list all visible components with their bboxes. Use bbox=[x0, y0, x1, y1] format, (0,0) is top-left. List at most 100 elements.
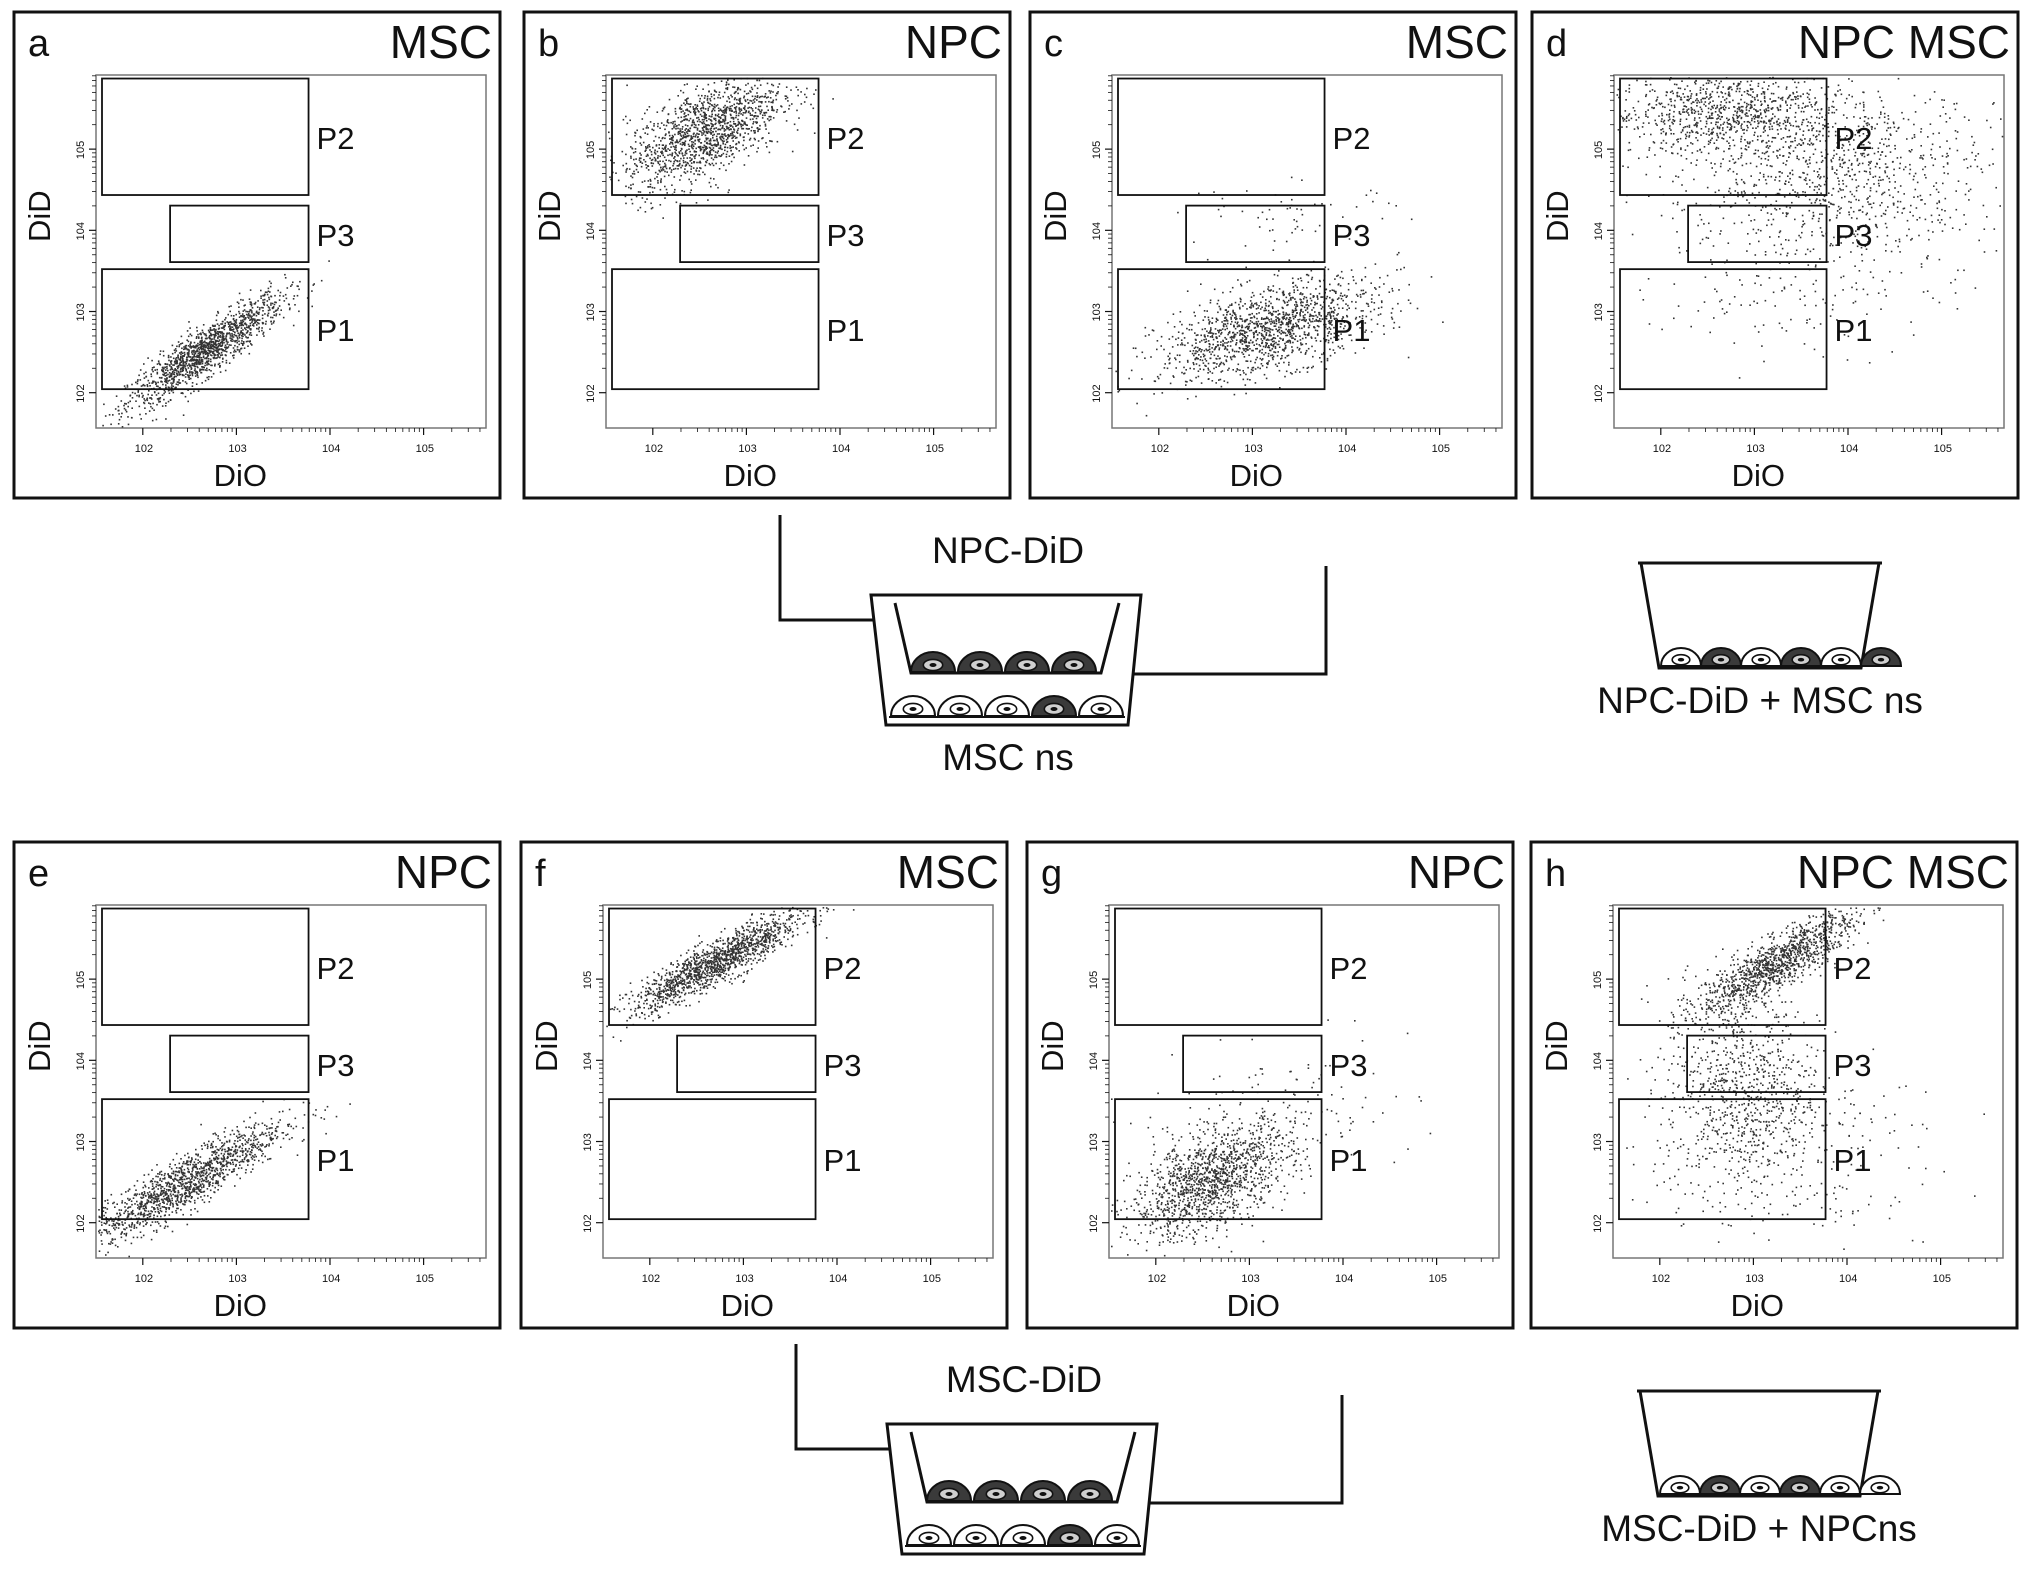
y-axis-label: DiD bbox=[529, 1020, 564, 1072]
x-tick-label: 102 bbox=[1653, 443, 1671, 455]
gate-p3 bbox=[1686, 1034, 1827, 1093]
panel-b: b NPC P2 P3 P1 102 103 104 105 102 103 104 105 DiO DiD bbox=[522, 10, 1012, 500]
y-tick-label: 105 bbox=[1593, 141, 1605, 159]
gate-label-p3: P3 bbox=[317, 1048, 355, 1083]
x-tick-label: 105 bbox=[416, 443, 434, 455]
y-tick-label: 105 bbox=[1091, 141, 1103, 159]
plot-area bbox=[1613, 74, 2005, 429]
x-tick-label: 104 bbox=[832, 443, 850, 455]
gate-p3 bbox=[679, 204, 820, 263]
x-tick-label: 104 bbox=[1338, 443, 1356, 455]
x-tick-label: 102 bbox=[135, 1273, 153, 1285]
population-label: NPC bbox=[1408, 846, 1505, 898]
gate-label-p3: P3 bbox=[1333, 218, 1371, 253]
gate-label-p2: P2 bbox=[1834, 951, 1872, 986]
x-tick-label: 104 bbox=[1335, 1273, 1353, 1285]
plot-area bbox=[602, 904, 994, 1259]
y-tick-label: 102 bbox=[75, 1214, 87, 1232]
x-axis-label: DiO bbox=[724, 458, 777, 493]
x-tick-label: 105 bbox=[1933, 1273, 1951, 1285]
gate-p2 bbox=[611, 77, 820, 196]
plot-area bbox=[95, 904, 487, 1259]
panel-frame bbox=[519, 840, 1009, 1330]
panel-d: d NPC MSC P2 P3 P1 102 103 104 105 102 103 104 105 Di… bbox=[1530, 10, 2020, 500]
y-tick-label: 105 bbox=[75, 141, 87, 159]
y-tick-label: 105 bbox=[582, 971, 594, 989]
y-tick-label: 104 bbox=[1592, 1052, 1604, 1070]
gate-label-p3: P3 bbox=[1835, 218, 1873, 253]
scatter-points bbox=[1626, 907, 1985, 1250]
panel-g: g NPC P2 P3 P1 102 103 104 105 102 103 104 105 DiO DiD bbox=[1025, 840, 1515, 1330]
y-tick-label: 103 bbox=[582, 1133, 594, 1151]
y-tick-label: 102 bbox=[1088, 1214, 1100, 1232]
panel-letter: c bbox=[1044, 23, 1063, 65]
gate-label-p2: P2 bbox=[1333, 121, 1371, 156]
x-tick-label: 103 bbox=[1746, 443, 1764, 455]
gate-label-p3: P3 bbox=[317, 218, 355, 253]
x-tick-label: 105 bbox=[926, 443, 944, 455]
plot-area bbox=[95, 74, 487, 429]
gate-label-p2: P2 bbox=[1835, 121, 1873, 156]
gate-p3 bbox=[169, 1034, 310, 1093]
panel-frame bbox=[522, 10, 1012, 500]
gate-p2 bbox=[1117, 77, 1326, 196]
gate-p1 bbox=[611, 268, 820, 391]
y-tick-label: 103 bbox=[75, 303, 87, 321]
y-tick-label: 104 bbox=[75, 1052, 87, 1070]
gate-p1 bbox=[1117, 268, 1326, 391]
x-tick-label: 105 bbox=[1934, 443, 1952, 455]
x-axis-label: DiO bbox=[214, 458, 267, 493]
coculture-label: MSC-DiD + NPCns bbox=[1601, 1508, 1917, 1549]
scatter-points bbox=[98, 1098, 351, 1258]
x-tick-label: 103 bbox=[735, 1273, 753, 1285]
scatter-points bbox=[608, 77, 834, 219]
y-tick-label: 105 bbox=[75, 971, 87, 989]
population-label: NPC bbox=[395, 846, 492, 898]
gate-p3 bbox=[1185, 204, 1326, 263]
plot-area bbox=[1612, 904, 2004, 1259]
y-tick-label: 102 bbox=[582, 1214, 594, 1232]
x-axis-label: DiO bbox=[1732, 458, 1785, 493]
y-tick-label: 105 bbox=[1088, 971, 1100, 989]
coculture-diagram: NPC-DiD + MSC ns bbox=[1597, 561, 1923, 721]
x-tick-label: 102 bbox=[135, 443, 153, 455]
plot-area bbox=[605, 74, 997, 429]
panel-letter: h bbox=[1545, 853, 1566, 895]
insert-label: MSC-DiD bbox=[946, 1359, 1102, 1400]
x-tick-label: 103 bbox=[1745, 1273, 1763, 1285]
gate-p3 bbox=[169, 204, 310, 263]
y-tick-label: 102 bbox=[1592, 1214, 1604, 1232]
panel-h: h NPC MSC P2 P3 P1 102 103 104 105 102 103 104 105 Di… bbox=[1529, 840, 2019, 1330]
x-axis-label: DiO bbox=[214, 1288, 267, 1323]
x-tick-label: 104 bbox=[322, 443, 340, 455]
y-axis-label: DiD bbox=[532, 190, 567, 242]
panel-frame bbox=[1028, 10, 1518, 500]
panel-letter: f bbox=[535, 853, 546, 895]
gate-label-p2: P2 bbox=[317, 121, 355, 156]
scatter-points bbox=[1115, 176, 1444, 417]
panel-letter: g bbox=[1041, 853, 1062, 895]
panel-frame bbox=[1025, 840, 1515, 1330]
gate-label-p1: P1 bbox=[827, 313, 865, 348]
gate-label-p3: P3 bbox=[827, 218, 865, 253]
gate-p2 bbox=[1619, 77, 1828, 196]
gate-label-p1: P1 bbox=[1834, 1143, 1872, 1178]
gate-p1 bbox=[1114, 1098, 1323, 1221]
gate-label-p2: P2 bbox=[824, 951, 862, 986]
y-axis-label: DiD bbox=[1038, 190, 1073, 242]
gate-p2 bbox=[1618, 907, 1827, 1026]
panel-frame bbox=[1529, 840, 2019, 1330]
panel-letter: d bbox=[1546, 23, 1567, 65]
y-tick-label: 104 bbox=[75, 222, 87, 240]
gate-p2 bbox=[608, 907, 817, 1026]
panel-c: c MSC P2 P3 P1 102 103 104 105 102 103 104 105 DiO DiD bbox=[1028, 10, 1518, 500]
x-tick-label: 102 bbox=[645, 443, 663, 455]
y-tick-label: 103 bbox=[1593, 303, 1605, 321]
x-tick-label: 103 bbox=[1241, 1273, 1259, 1285]
plot-area bbox=[1108, 904, 1500, 1259]
x-tick-label: 105 bbox=[1429, 1273, 1447, 1285]
gate-label-p1: P1 bbox=[824, 1143, 862, 1178]
x-axis-label: DiO bbox=[1230, 458, 1283, 493]
y-tick-label: 105 bbox=[1592, 971, 1604, 989]
